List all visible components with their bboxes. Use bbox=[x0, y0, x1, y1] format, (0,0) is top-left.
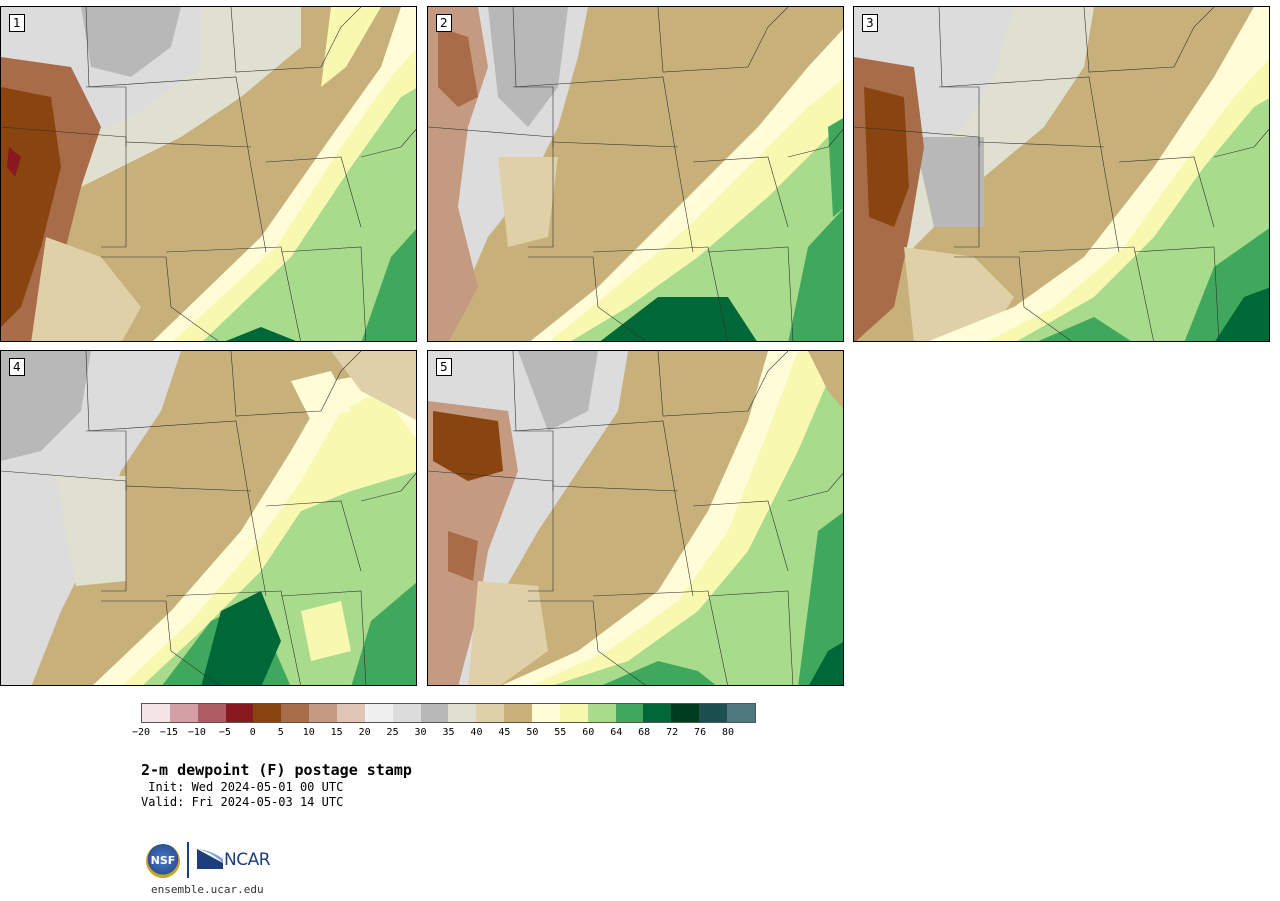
colorbar-tick-label: 5 bbox=[277, 727, 284, 738]
colorbar-cell bbox=[615, 704, 644, 722]
colorbar-tick-label: −15 bbox=[159, 727, 178, 738]
nsf-logo-text: NSF bbox=[150, 854, 176, 867]
colorbar-tick-label: 76 bbox=[694, 727, 707, 738]
ncar-mark-icon bbox=[197, 849, 223, 869]
panel-number-label: 5 bbox=[436, 358, 452, 376]
colorbar-tick-label: 45 bbox=[498, 727, 511, 738]
dewpoint-map-1 bbox=[1, 7, 416, 341]
panel-number-label: 1 bbox=[9, 14, 25, 32]
colorbar-cell bbox=[392, 704, 421, 722]
panel-number-label: 2 bbox=[436, 14, 452, 32]
dewpoint-map-3 bbox=[854, 7, 1269, 341]
map-panel-4: 4 bbox=[0, 350, 417, 686]
colorbar-cell bbox=[309, 704, 338, 722]
colorbar-cell bbox=[169, 704, 198, 722]
colorbar-cell bbox=[559, 704, 588, 722]
colorbar-tick-label: 55 bbox=[554, 727, 567, 738]
colorbar-cell bbox=[448, 704, 477, 722]
colorbar-tick-label: 64 bbox=[610, 727, 623, 738]
colorbar-tick-label: −20 bbox=[131, 727, 151, 738]
colorbar-tick-label: 15 bbox=[330, 727, 343, 738]
colorbar-cell bbox=[504, 704, 533, 722]
colorbar-tick-label: 50 bbox=[526, 727, 539, 738]
colorbar-cell bbox=[253, 704, 282, 722]
dewpoint-map-4 bbox=[1, 351, 416, 685]
colorbar-tick-label: 68 bbox=[638, 727, 651, 738]
map-panel-3: 3 bbox=[853, 6, 1270, 342]
panel-number-label: 3 bbox=[862, 14, 878, 32]
colorbar-tick-label: 40 bbox=[470, 727, 483, 738]
map-panel-5: 5 bbox=[427, 350, 844, 686]
colorbar-cell bbox=[197, 704, 226, 722]
colorbar-tick-label: 25 bbox=[386, 727, 399, 738]
colorbar-cell bbox=[587, 704, 616, 722]
dewpoint-map-2 bbox=[428, 7, 843, 341]
colorbar-tick-label: 80 bbox=[722, 727, 735, 738]
valid-time: Valid: Fri 2024-05-03 14 UTC bbox=[141, 795, 344, 809]
colorbar-tick-label: 30 bbox=[414, 727, 427, 738]
colorbar-cell bbox=[142, 704, 170, 722]
colorbar-cell bbox=[281, 704, 310, 722]
ncar-logo-text: NCAR bbox=[224, 850, 271, 870]
map-panel-2: 2 bbox=[427, 6, 844, 342]
colorbar-tick-label: −10 bbox=[187, 727, 206, 738]
colorbar bbox=[141, 703, 756, 723]
colorbar-cell bbox=[699, 704, 728, 722]
init-time: Init: Wed 2024-05-01 00 UTC bbox=[141, 780, 344, 794]
dewpoint-map-5 bbox=[428, 351, 843, 685]
colorbar-cell bbox=[364, 704, 393, 722]
logo-divider bbox=[187, 842, 189, 878]
colorbar-cell bbox=[671, 704, 700, 722]
chart-title: 2-m dewpoint (F) postage stamp bbox=[141, 761, 412, 779]
panel-number-label: 4 bbox=[9, 358, 25, 376]
colorbar-tick-label: 0 bbox=[249, 727, 256, 738]
colorbar-tick-label: 72 bbox=[666, 727, 679, 738]
nsf-logo: NSF bbox=[146, 844, 180, 878]
colorbar-cell bbox=[225, 704, 254, 722]
colorbar-tick-label: 60 bbox=[582, 727, 595, 738]
colorbar-tick-label: 35 bbox=[442, 727, 455, 738]
website-link[interactable]: ensemble.ucar.edu bbox=[151, 883, 264, 896]
colorbar-tick-label: 10 bbox=[302, 727, 315, 738]
colorbar-tick-label: 20 bbox=[358, 727, 371, 738]
colorbar-cell bbox=[337, 704, 365, 722]
colorbar-tick-labels: −20 −15 −10 −5 0 5 10 15 20 25 30 35 40 45 50 55 60 64 68 7… bbox=[132, 727, 756, 741]
colorbar-cell bbox=[727, 704, 755, 722]
colorbar-cell bbox=[643, 704, 672, 722]
colorbar-cell bbox=[532, 704, 560, 722]
logos: NSF NCAR bbox=[144, 842, 274, 880]
colorbar-cell bbox=[476, 704, 505, 722]
colorbar-cell bbox=[420, 704, 449, 722]
map-panel-1: 1 bbox=[0, 6, 417, 342]
colorbar-tick-label: −5 bbox=[218, 727, 231, 738]
